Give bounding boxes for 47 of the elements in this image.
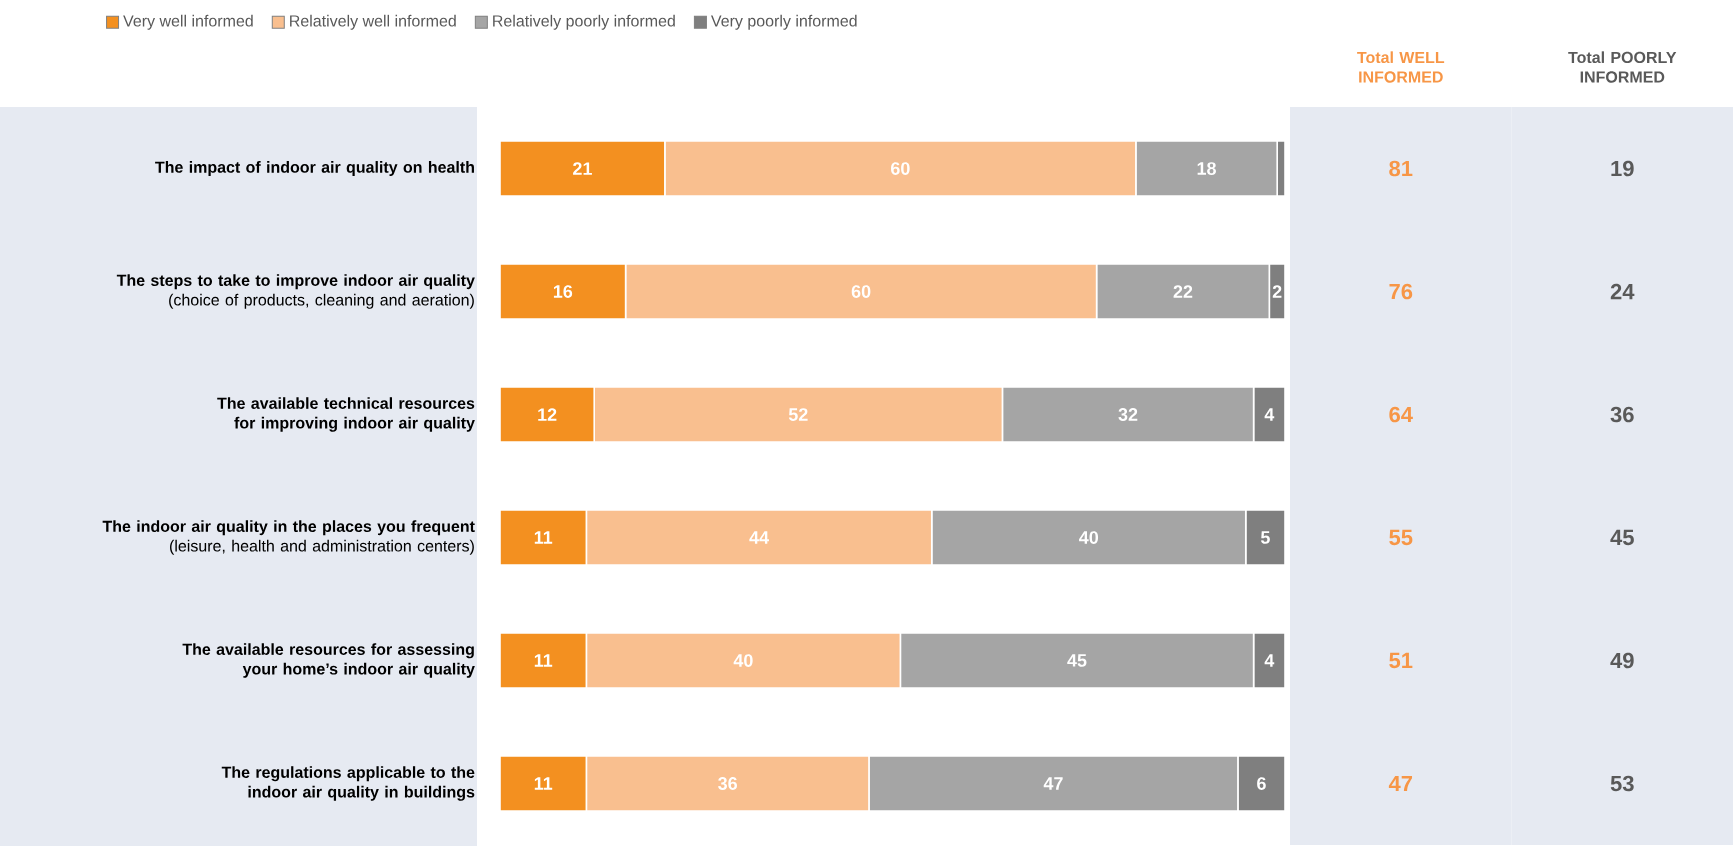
data-label: 11: [534, 654, 553, 667]
data-label: 12: [538, 408, 557, 421]
data-label: 32: [1118, 408, 1138, 421]
data-label: 5: [1260, 531, 1270, 544]
legend-label: Relatively poorly informed: [493, 14, 675, 30]
legend-label: Very well informed: [123, 14, 253, 30]
y-tick-label: The steps to take to improve indoor air quality (choice of products, cleaning and aeration): [116, 274, 475, 309]
data-label: 18: [1197, 162, 1216, 175]
data-label: 53: [1610, 775, 1634, 792]
y-tick-label: The regulations applicable to the indoor air quality in buildings: [221, 766, 475, 801]
data-label: 21: [573, 162, 592, 175]
data-label: 51: [1389, 652, 1413, 669]
data-label: 49: [1610, 652, 1634, 669]
data-label: 47: [1043, 777, 1063, 790]
data-label: 52: [788, 408, 808, 421]
y-tick-label: The indoor air quality in the places you frequent (leisure, health and administration centers): [102, 520, 475, 555]
data-label: 64: [1389, 406, 1413, 423]
data-label: 45: [1067, 654, 1087, 667]
data-label: 36: [718, 777, 738, 790]
y-tick-label: The available resources for assessing your home’s indoor air quality: [182, 643, 475, 678]
data-label: 6: [1257, 777, 1266, 790]
data-label: 4: [1264, 654, 1275, 667]
data-label: 11: [534, 777, 553, 790]
data-label: 55: [1389, 529, 1413, 546]
data-label: 76: [1389, 283, 1413, 300]
x-tick-label: Total WELL INFORMED: [1357, 51, 1445, 83]
data-label: 16: [553, 285, 573, 298]
y-tick-label: The impact of indoor air quality on health: [155, 161, 474, 176]
data-label: 24: [1610, 283, 1635, 300]
y-tick-label: The available technical resources for improving indoor air quality: [217, 397, 475, 432]
data-label: 2: [1272, 285, 1282, 298]
x-tick-label: Total POORLY INFORMED: [1568, 51, 1677, 83]
data-label: 19: [1611, 160, 1634, 177]
data-label: 11: [534, 531, 553, 544]
data-label: 22: [1173, 285, 1193, 298]
legend-label: Very poorly informed: [710, 14, 857, 30]
data-label: 36: [1610, 406, 1634, 423]
data-label: 4: [1264, 408, 1275, 421]
data-label: 40: [733, 654, 753, 667]
data-label: 47: [1388, 775, 1413, 792]
legend-label: Relatively well informed: [290, 14, 456, 30]
data-label: 60: [891, 162, 910, 175]
data-label: 44: [749, 531, 769, 544]
data-label: 81: [1389, 160, 1413, 177]
data-label: 40: [1079, 531, 1099, 544]
data-label: 45: [1610, 529, 1634, 546]
data-label: 60: [851, 285, 871, 298]
